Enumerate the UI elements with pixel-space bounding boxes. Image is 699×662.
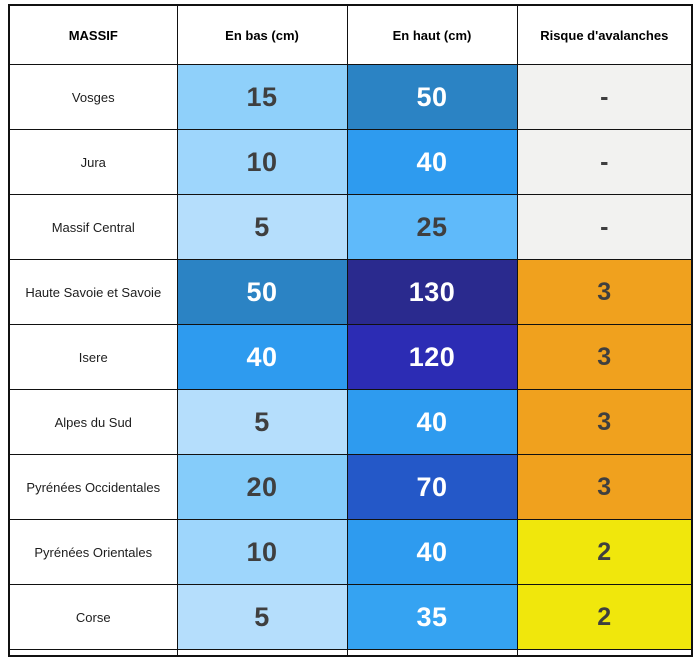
en-bas-cell: 40 — [176, 324, 348, 390]
massif-cell: Isere — [8, 324, 178, 390]
en-bas-cell: 50 — [176, 259, 348, 325]
table-row: Massif Central 5 25 - — [8, 194, 693, 260]
table-row: Corse 5 35 2 — [8, 584, 693, 650]
en-haut-cell: 50 — [346, 64, 518, 130]
en-haut-cell: 35 — [346, 584, 518, 650]
table-row: Jura 10 40 - — [8, 129, 693, 195]
spacer-row — [8, 649, 693, 657]
en-bas-cell: 10 — [176, 129, 348, 195]
risque-cell: - — [516, 129, 693, 195]
en-bas-cell: 5 — [176, 194, 348, 260]
massif-cell: Pyrénées Orientales — [8, 519, 178, 585]
en-bas-cell: 20 — [176, 454, 348, 520]
table-row: Haute Savoie et Savoie 50 130 3 — [8, 259, 693, 325]
table-row: Isere 40 120 3 — [8, 324, 693, 390]
massif-cell: Jura — [8, 129, 178, 195]
risque-cell: - — [516, 64, 693, 130]
en-haut-cell: 120 — [346, 324, 518, 390]
risque-cell: 3 — [516, 389, 693, 455]
en-bas-cell: 5 — [176, 584, 348, 650]
risque-cell: - — [516, 194, 693, 260]
massif-cell: Massif Central — [8, 194, 178, 260]
massif-cell: Vosges — [8, 64, 178, 130]
risque-cell: 2 — [516, 519, 693, 585]
table-row: Vosges 15 50 - — [8, 64, 693, 130]
massif-cell: Alpes du Sud — [8, 389, 178, 455]
en-bas-cell: 10 — [176, 519, 348, 585]
en-bas-cell: 5 — [176, 389, 348, 455]
risque-cell: 3 — [516, 454, 693, 520]
table-row: Alpes du Sud 5 40 3 — [8, 389, 693, 455]
en-haut-cell: 40 — [346, 129, 518, 195]
en-haut-cell: 40 — [346, 519, 518, 585]
risque-cell: 3 — [516, 324, 693, 390]
table-row: Pyrénées Occidentales 20 70 3 — [8, 454, 693, 520]
en-bas-cell: 15 — [176, 64, 348, 130]
table-row: Pyrénées Orientales 10 40 2 — [8, 519, 693, 585]
massif-cell: Haute Savoie et Savoie — [8, 259, 178, 325]
en-haut-cell: 130 — [346, 259, 518, 325]
massif-cell: Pyrénées Occidentales — [8, 454, 178, 520]
header-en-haut: En haut (cm) — [346, 4, 518, 65]
en-haut-cell: 25 — [346, 194, 518, 260]
header-risque: Risque d'avalanches — [516, 4, 693, 65]
snow-depth-table: MASSIF En bas (cm) En haut (cm) Risque d… — [8, 4, 693, 657]
en-haut-cell: 40 — [346, 389, 518, 455]
header-en-bas: En bas (cm) — [176, 4, 348, 65]
header-row: MASSIF En bas (cm) En haut (cm) Risque d… — [8, 4, 693, 65]
massif-cell: Corse — [8, 584, 178, 650]
risque-cell: 2 — [516, 584, 693, 650]
en-haut-cell: 70 — [346, 454, 518, 520]
risque-cell: 3 — [516, 259, 693, 325]
header-massif: MASSIF — [8, 4, 178, 65]
